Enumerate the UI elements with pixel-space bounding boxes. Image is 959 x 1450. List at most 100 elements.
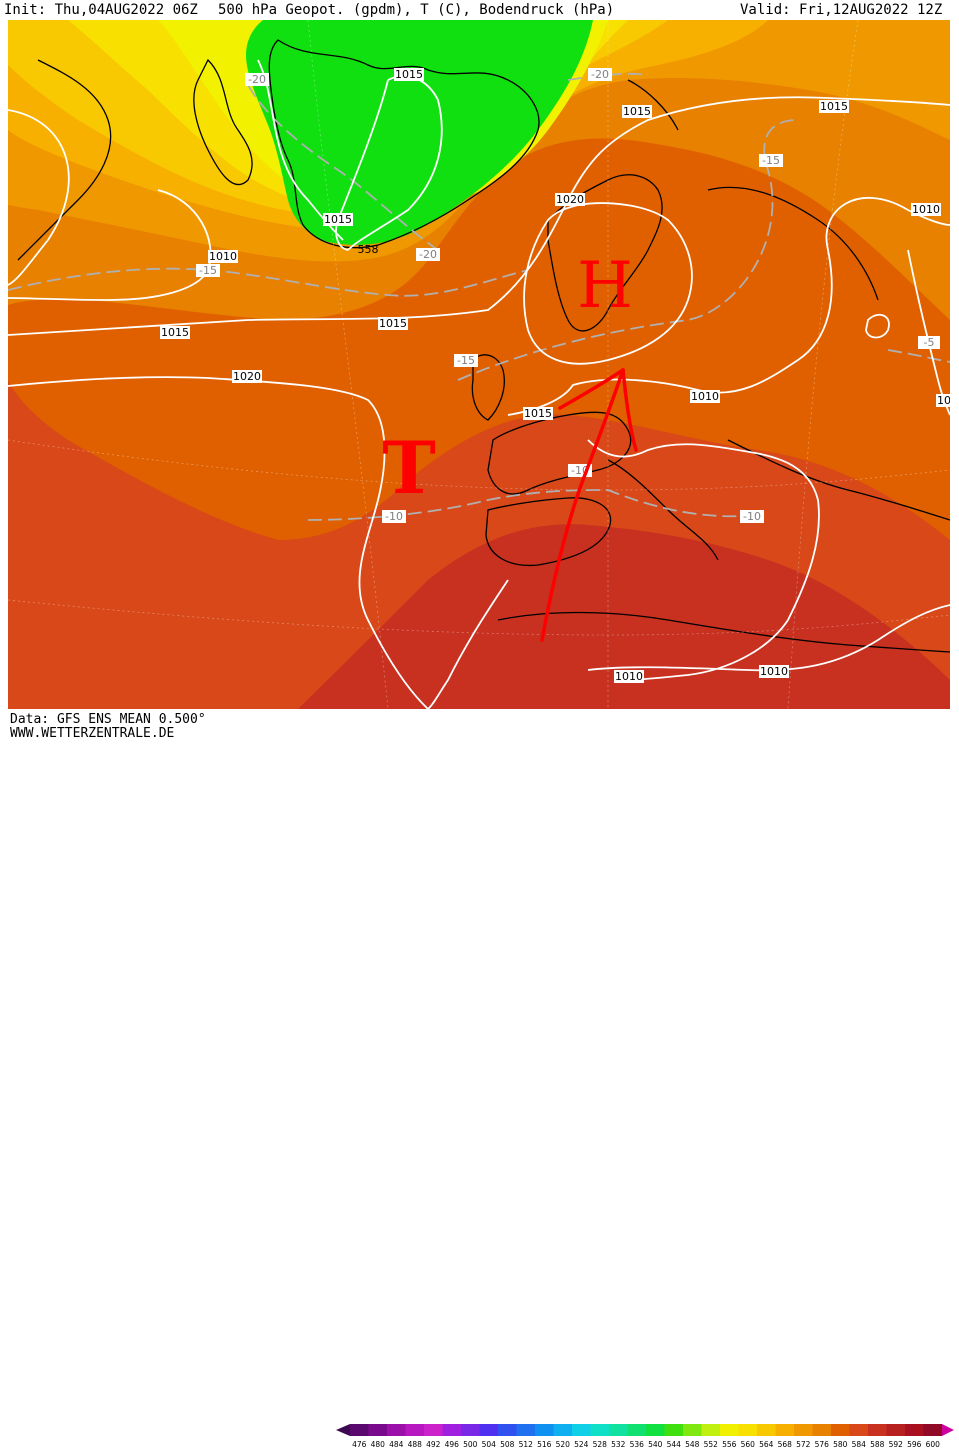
- isobar-label: 1015: [394, 68, 424, 81]
- scale-tick-label: 592: [889, 1440, 904, 1449]
- temperature-label: -10: [382, 510, 406, 523]
- temperature-label: -20: [588, 68, 612, 81]
- svg-text:-20: -20: [591, 68, 609, 81]
- scale-swatch: [590, 1424, 609, 1436]
- temperature-label: -10: [740, 510, 764, 523]
- scale-swatch: [424, 1424, 443, 1436]
- isobar-label: 1010: [911, 203, 941, 216]
- scale-swatch: [498, 1424, 517, 1436]
- scale-tick-label: 576: [815, 1440, 830, 1449]
- scale-swatch: [535, 1424, 554, 1436]
- scale-swatch: [609, 1424, 628, 1436]
- isobar-label: 1015: [378, 317, 408, 330]
- isobar-label: 1010: [759, 665, 789, 678]
- scale-tick-label: 508: [500, 1440, 515, 1449]
- scale-tick-label: 532: [611, 1440, 626, 1449]
- temperature-label: -5: [918, 336, 940, 349]
- svg-text:1015: 1015: [623, 105, 651, 118]
- map-footer: Data: GFS ENS MEAN 0.500° WWW.WETTERZENT…: [0, 709, 959, 1449]
- scale-swatch: [479, 1424, 498, 1436]
- svg-text:-15: -15: [457, 354, 475, 367]
- website-link[interactable]: WWW.WETTERZENTRALE.DE: [10, 726, 175, 741]
- scale-tick-label: 548: [685, 1440, 700, 1449]
- scale-tick-label: 496: [445, 1440, 460, 1449]
- scale-swatch: [442, 1424, 461, 1436]
- color-scale-legend: 476 480 484 488 492 496 500 504 508 512 516 520 524 5…: [336, 1424, 954, 1449]
- weather-map: 1015 1015 1015 1015 1020 1010 1015 1020 …: [8, 20, 950, 709]
- svg-text:-15: -15: [199, 264, 217, 277]
- scale-swatch: [461, 1424, 480, 1436]
- scale-swatch: [627, 1424, 646, 1436]
- svg-text:1020: 1020: [233, 370, 261, 383]
- svg-text:1010: 1010: [760, 665, 788, 678]
- temperature-label: -15: [759, 154, 783, 167]
- isobar-label: 1010: [208, 250, 238, 263]
- scale-tick-label: 500: [463, 1440, 478, 1449]
- isobar-label: 1010: [690, 390, 720, 403]
- isobar-label: 1015: [160, 326, 190, 339]
- scale-tick-label: 568: [778, 1440, 793, 1449]
- svg-text:1010: 1010: [209, 250, 237, 263]
- scale-swatch: [886, 1424, 905, 1436]
- scale-tick-label: 540: [648, 1440, 663, 1449]
- scale-swatch: [849, 1424, 868, 1436]
- isobar-label: 10: [936, 394, 950, 407]
- svg-text:-10: -10: [743, 510, 761, 523]
- svg-text:1015: 1015: [324, 213, 352, 226]
- temperature-label: -15: [196, 264, 220, 277]
- scale-tick-label: 512: [519, 1440, 534, 1449]
- warm-air-arrow: [540, 368, 638, 642]
- scale-tick-label: 572: [796, 1440, 811, 1449]
- scale-swatch: [720, 1424, 739, 1436]
- svg-text:-20: -20: [419, 248, 437, 261]
- scale-tick-label: 504: [482, 1440, 497, 1449]
- scale-swatch: [553, 1424, 572, 1436]
- scale-swatch: [646, 1424, 665, 1436]
- scale-tick-label: 528: [593, 1440, 608, 1449]
- scale-tick-label: 580: [833, 1440, 848, 1449]
- init-time: Init: Thu,04AUG2022 06Z: [4, 2, 198, 18]
- temperature-label: -15: [454, 354, 478, 367]
- svg-text:-15: -15: [762, 154, 780, 167]
- scale-tick-label: 584: [852, 1440, 867, 1449]
- scale-swatch: [831, 1424, 850, 1436]
- scale-swatch: [794, 1424, 813, 1436]
- scale-tick-label: 480: [371, 1440, 386, 1449]
- scale-swatch: [664, 1424, 683, 1436]
- geopotential-label: 558: [358, 243, 379, 256]
- isobar-label: 1015: [622, 105, 652, 118]
- scale-tick-label: 516: [537, 1440, 552, 1449]
- scale-tick-label: 520: [556, 1440, 571, 1449]
- high-pressure-symbol: H: [577, 249, 633, 323]
- scale-tick-label: 492: [426, 1440, 441, 1449]
- temperature-label: -20: [245, 73, 269, 86]
- svg-text:1015: 1015: [379, 317, 407, 330]
- scale-tick-label: 556: [722, 1440, 737, 1449]
- scale-tick-label: 488: [408, 1440, 423, 1449]
- svg-text:1015: 1015: [820, 100, 848, 113]
- scale-arrow-right: [942, 1424, 954, 1436]
- svg-text:1020: 1020: [556, 193, 584, 206]
- scale-swatch: [701, 1424, 720, 1436]
- scale-swatch: [350, 1424, 369, 1436]
- svg-text:1010: 1010: [691, 390, 719, 403]
- scale-swatch: [923, 1424, 942, 1436]
- low-pressure-symbol: T: [382, 425, 436, 510]
- svg-text:-10: -10: [385, 510, 403, 523]
- map-title: 500 hPa Geopot. (gpdm), T (C), Bodendruc…: [218, 2, 615, 18]
- scale-swatch: [683, 1424, 702, 1436]
- temperature-label: -20: [416, 248, 440, 261]
- isobar-label: 1010: [614, 670, 644, 683]
- svg-text:1015: 1015: [524, 407, 552, 420]
- isobar-label: 1015: [323, 213, 353, 226]
- isobar-label: 1020: [555, 193, 585, 206]
- scale-tick-label: 564: [759, 1440, 774, 1449]
- scale-swatch: [868, 1424, 887, 1436]
- svg-text:-5: -5: [924, 336, 935, 349]
- isobar-label: 1020: [232, 370, 262, 383]
- scale-tick-label: 600: [926, 1440, 941, 1449]
- scale-tick-label: 524: [574, 1440, 589, 1449]
- scale-tick-label: 476: [352, 1440, 367, 1449]
- scale-swatch: [368, 1424, 387, 1436]
- valid-time: Valid: Fri,12AUG2022 12Z: [740, 2, 943, 18]
